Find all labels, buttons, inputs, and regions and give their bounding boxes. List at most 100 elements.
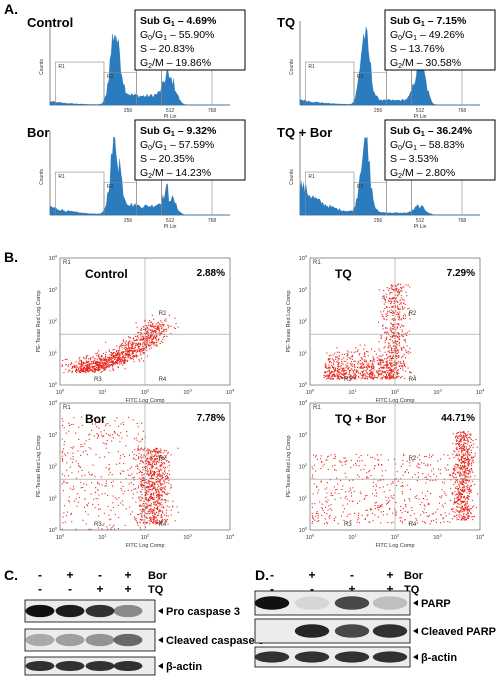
event-dot [95, 361, 97, 363]
event-dot [468, 445, 470, 447]
event-dot [438, 502, 440, 504]
event-dot [112, 357, 114, 359]
event-dot [460, 467, 462, 469]
event-dot [467, 449, 469, 451]
event-dot [163, 457, 165, 459]
event-dot [458, 491, 460, 493]
event-dot [92, 357, 94, 359]
event-dot [336, 373, 338, 375]
event-dot [375, 483, 377, 485]
event-dot [327, 374, 329, 376]
event-dot [132, 419, 134, 421]
event-dot [154, 513, 156, 515]
event-dot [147, 327, 149, 329]
event-dot [337, 357, 339, 359]
event-dot [111, 359, 113, 361]
event-dot [462, 436, 464, 438]
event-dot [151, 467, 153, 469]
event-dot [170, 487, 172, 489]
event-dot [393, 332, 395, 334]
event-dot [88, 367, 90, 369]
event-dot [159, 505, 161, 507]
event-dot [82, 370, 84, 372]
event-dot [117, 434, 119, 436]
event-dot [350, 351, 352, 353]
event-dot [142, 336, 144, 338]
event-dot [373, 468, 375, 470]
event-dot [138, 343, 140, 345]
event-dot [163, 328, 165, 330]
event-dot [148, 488, 150, 490]
event-dot [164, 491, 166, 493]
event-dot [398, 351, 400, 353]
event-dot [337, 523, 339, 525]
event-dot [158, 329, 160, 331]
event-dot [134, 518, 136, 520]
event-dot [382, 298, 384, 300]
event-dot [333, 362, 335, 364]
event-dot [359, 373, 361, 375]
event-dot [381, 370, 383, 372]
event-dot [153, 501, 155, 503]
event-dot [76, 477, 78, 479]
event-dot [358, 456, 360, 458]
event-dot [465, 480, 467, 482]
event-dot [158, 509, 160, 511]
event-dot [386, 513, 388, 515]
treatment-sign: + [386, 568, 393, 582]
event-dot [455, 476, 457, 478]
event-dot [143, 343, 145, 345]
event-dot [104, 367, 106, 369]
event-dot [127, 469, 129, 471]
event-dot [402, 486, 404, 488]
event-dot [161, 519, 163, 521]
event-dot [398, 293, 400, 295]
event-dot [150, 512, 152, 514]
event-dot [114, 420, 116, 422]
event-dot [160, 476, 162, 478]
event-dot [311, 503, 313, 505]
event-dot [355, 453, 357, 455]
event-dot [399, 308, 401, 310]
event-dot [65, 482, 67, 484]
event-dot [333, 368, 335, 370]
event-dot [382, 377, 384, 379]
event-dot [97, 434, 99, 436]
event-dot [390, 362, 392, 364]
event-dot [402, 474, 404, 476]
event-dot [97, 361, 99, 363]
event-dot [135, 343, 137, 345]
event-dot [460, 481, 462, 483]
histogram [49, 136, 230, 216]
event-dot [396, 369, 398, 371]
event-dot [147, 452, 149, 454]
event-dot [449, 475, 451, 477]
event-dot [155, 331, 157, 333]
tick-exp: 1 [55, 494, 58, 499]
event-dot [407, 352, 409, 354]
event-dot [459, 467, 461, 469]
event-dot [419, 459, 421, 461]
event-dot [398, 319, 400, 321]
event-dot [99, 364, 101, 366]
event-dot [134, 340, 136, 342]
event-dot [458, 444, 460, 446]
event-dot [468, 510, 470, 512]
event-dot [150, 477, 152, 479]
event-dot [128, 355, 130, 357]
event-dot [91, 369, 93, 371]
event-dot [106, 365, 108, 367]
event-dot [150, 455, 152, 457]
event-dot [388, 355, 390, 357]
event-dot [83, 356, 85, 358]
event-dot [166, 482, 168, 484]
event-dot [105, 355, 107, 357]
event-dot [459, 482, 461, 484]
event-dot [136, 335, 138, 337]
event-dot [461, 479, 463, 481]
event-dot [316, 521, 318, 523]
event-dot [360, 374, 362, 376]
event-dot [91, 429, 93, 431]
band-label: Cleaved caspase 3 [166, 635, 264, 647]
event-dot [460, 439, 462, 441]
